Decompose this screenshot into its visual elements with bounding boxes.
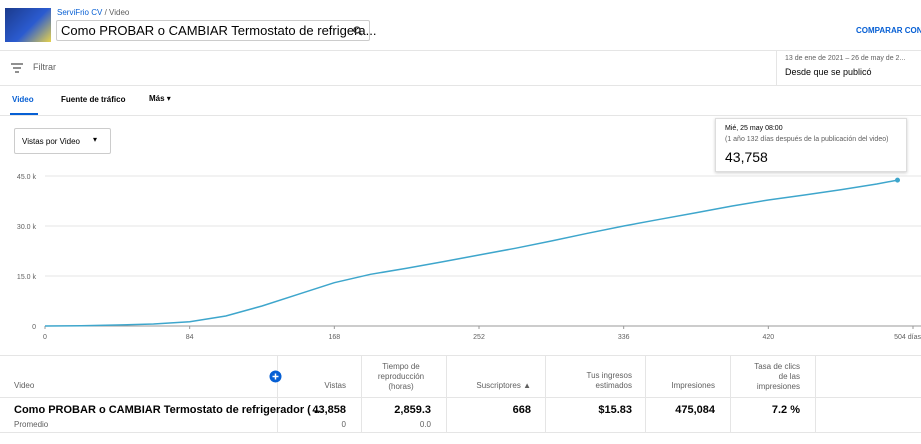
column-header[interactable]: Tus ingresos estimados bbox=[586, 371, 633, 390]
cell: 2,859.3 bbox=[394, 404, 431, 416]
breadcrumb-section: Video bbox=[109, 8, 130, 17]
cell: 668 bbox=[512, 404, 531, 416]
column-header[interactable]: Impresiones bbox=[671, 381, 715, 390]
column-header-label: Suscriptores bbox=[476, 381, 521, 390]
thumbnail[interactable] bbox=[5, 8, 51, 42]
video-selector[interactable]: Como PROBAR o CAMBIAR Termostato de refr… bbox=[56, 20, 376, 41]
channel-link[interactable]: ServiFrio CV bbox=[57, 8, 103, 17]
y-tick-label: 0 bbox=[32, 324, 36, 331]
video-title: Como PROBAR o CAMBIAR Termostato de refr… bbox=[61, 23, 377, 38]
x-tick-label: 168 bbox=[328, 334, 340, 341]
chart: 0 15.0 k 30.0 k 45.0 k 0 84 168 252 336 420 504 dí… bbox=[17, 174, 921, 341]
tab-indicator bbox=[10, 113, 38, 115]
cell: 0 bbox=[341, 420, 346, 429]
tab[interactable]: Más ▾ bbox=[149, 94, 171, 103]
breadcrumb-separator: / bbox=[104, 8, 107, 17]
x-tick-label: 84 bbox=[186, 334, 194, 341]
compare-button[interactable]: COMPARAR CON bbox=[856, 26, 921, 35]
cell: 7.2 % bbox=[771, 404, 800, 416]
column-header[interactable]: Tiempo de reproducción (horas) bbox=[377, 362, 425, 391]
hover-point bbox=[895, 177, 900, 183]
tab-label: Más bbox=[149, 94, 165, 103]
tooltip-date: Mié, 25 may 08:00 bbox=[725, 125, 783, 132]
data-line bbox=[44, 179, 898, 327]
tooltip-value: 43,758 bbox=[725, 149, 768, 165]
column-header[interactable]: Vistas bbox=[324, 381, 346, 390]
x-tick-label: 420 bbox=[762, 334, 774, 341]
breadcrumb: ServiFrio CV / Video bbox=[57, 8, 129, 17]
column-header: Video bbox=[14, 381, 35, 390]
x-tick-label: 252 bbox=[473, 334, 485, 341]
column-header[interactable]: Suscriptores ▲ bbox=[476, 381, 531, 390]
x-tick-label: 504 días bbox=[894, 334, 921, 341]
tab[interactable]: Fuente de tráfico bbox=[61, 95, 126, 104]
tooltip-note: (1 año 132 días después de la publicació… bbox=[725, 136, 889, 143]
y-tick-label: 15.0 k bbox=[17, 274, 37, 281]
tooltip: Mié, 25 may 08:00 (1 año 132 días despué… bbox=[715, 118, 907, 172]
x-tick-label: 336 bbox=[618, 334, 630, 341]
dropdown-arrow: ▾ bbox=[93, 135, 98, 144]
date-label: Desde que se publicó bbox=[785, 67, 872, 77]
y-tick-label: 30.0 k bbox=[17, 224, 37, 231]
metric-label: Vistas por Video bbox=[22, 137, 80, 146]
add-button[interactable] bbox=[269, 370, 282, 383]
cell: 43,858 bbox=[312, 404, 346, 416]
cell: 475,084 bbox=[675, 404, 715, 416]
cell: $15.83 bbox=[598, 404, 632, 416]
tab[interactable]: Video bbox=[12, 95, 34, 104]
filter-icon[interactable] bbox=[11, 63, 23, 73]
column-header[interactable]: Tasa de clics de las impresiones bbox=[754, 362, 800, 391]
search-icon bbox=[353, 26, 363, 36]
cell: 0.0 bbox=[419, 420, 431, 429]
cell-average: Promedio bbox=[14, 420, 49, 429]
date-range[interactable]: 13 de ene de 2021 – 26 de may de 2... bbox=[785, 55, 906, 62]
filter-input[interactable]: Filtrar bbox=[33, 62, 56, 72]
cell-video[interactable]: Como PROBAR o CAMBIAR Termostato de refr… bbox=[14, 404, 324, 416]
x-tick-label: 0 bbox=[43, 334, 47, 341]
metric-dropdown[interactable]: Vistas por Video ▾ bbox=[14, 128, 111, 154]
y-tick-label: 45.0 k bbox=[17, 174, 37, 181]
